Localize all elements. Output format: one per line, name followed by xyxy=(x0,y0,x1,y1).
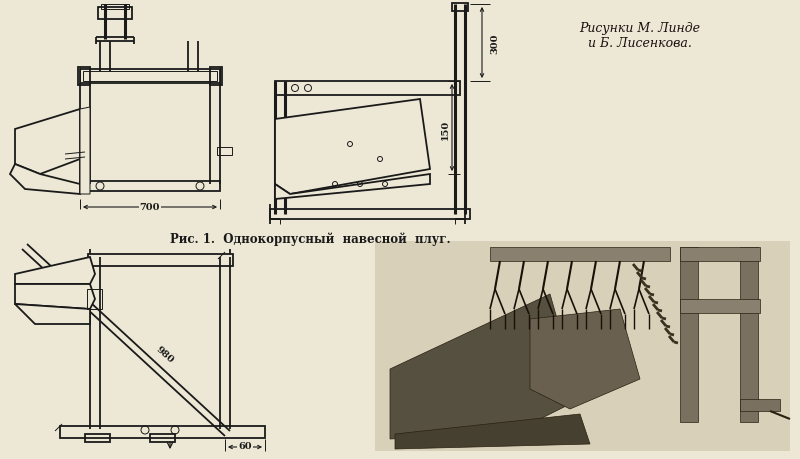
Bar xyxy=(150,434,175,442)
Text: 980: 980 xyxy=(154,344,175,364)
Bar xyxy=(680,247,698,422)
Polygon shape xyxy=(15,257,95,285)
Bar xyxy=(375,241,790,451)
Polygon shape xyxy=(395,414,590,449)
Text: 700: 700 xyxy=(140,202,160,211)
Polygon shape xyxy=(15,110,80,174)
Polygon shape xyxy=(15,304,90,325)
Bar xyxy=(88,254,233,266)
Bar xyxy=(740,399,780,411)
Bar xyxy=(87,289,102,309)
Bar xyxy=(80,182,220,191)
Text: Рисунки М. Линде
и Б. Лисенкова.: Рисунки М. Линде и Б. Лисенкова. xyxy=(579,22,701,50)
Text: Рис. 1.  Однокорпусный  навесной  плуг.: Рис. 1. Однокорпусный навесной плуг. xyxy=(170,231,450,245)
Bar xyxy=(68,148,82,156)
Bar xyxy=(680,247,760,262)
Bar xyxy=(452,4,468,12)
Text: 60: 60 xyxy=(238,442,252,451)
Polygon shape xyxy=(15,285,95,309)
Polygon shape xyxy=(80,108,90,195)
Bar xyxy=(78,68,90,86)
Polygon shape xyxy=(275,174,430,200)
Text: 150: 150 xyxy=(441,120,450,140)
Polygon shape xyxy=(530,309,640,409)
Bar xyxy=(217,148,232,156)
Bar xyxy=(60,426,265,438)
Bar xyxy=(85,434,110,442)
Bar xyxy=(270,210,470,219)
Bar xyxy=(101,5,129,10)
Bar xyxy=(680,299,760,313)
Polygon shape xyxy=(10,165,80,195)
Bar xyxy=(98,8,132,20)
Bar xyxy=(740,247,758,422)
Bar xyxy=(210,68,222,86)
Bar xyxy=(275,82,460,96)
Polygon shape xyxy=(275,100,430,195)
Bar xyxy=(490,247,670,262)
Bar xyxy=(83,72,217,82)
Text: 300: 300 xyxy=(490,34,499,54)
Polygon shape xyxy=(390,294,580,439)
Bar xyxy=(80,70,220,84)
